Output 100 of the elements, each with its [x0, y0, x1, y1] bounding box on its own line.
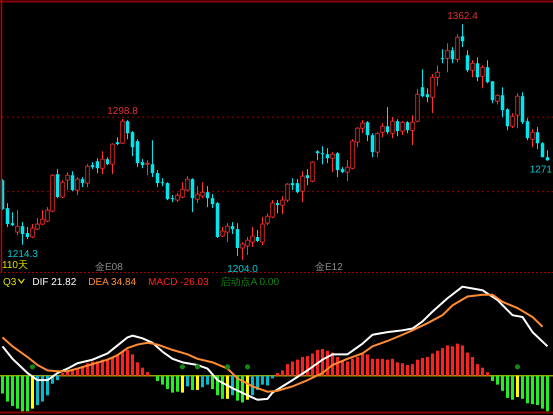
bar: [546, 376, 549, 412]
candlestick: [375, 132, 380, 158]
bar: [391, 358, 394, 376]
bar: [461, 345, 464, 376]
candlestick: [400, 120, 405, 136]
bar: [526, 376, 529, 404]
bar: [41, 376, 44, 402]
bar: [536, 376, 539, 406]
candlestick: [230, 222, 234, 235]
bar: [406, 365, 409, 376]
bar: [381, 358, 384, 376]
bar: [396, 362, 399, 376]
bar: [516, 376, 519, 398]
bar: [206, 376, 209, 385]
bar: [131, 354, 134, 376]
candlestick: [396, 118, 400, 137]
bar: [61, 373, 64, 376]
candlestick: [450, 46, 454, 64]
candlestick: [320, 146, 324, 165]
bar: [436, 350, 439, 376]
candlestick: [80, 176, 84, 188]
text: MACD -26.03: [148, 277, 210, 288]
bar: [6, 376, 9, 402]
candlestick: [386, 106, 390, 135]
bar: [136, 362, 139, 376]
candlestick: [445, 42, 450, 73]
candlestick: [206, 186, 210, 208]
bar: [31, 376, 34, 409]
bar: [291, 361, 294, 376]
bar: [36, 376, 39, 406]
bar: [346, 361, 349, 376]
bar: [211, 376, 214, 390]
bar: [261, 376, 264, 385]
candlestick: [366, 120, 370, 142]
candlestick: [495, 94, 500, 105]
bar: [116, 354, 119, 376]
candlestick: [65, 172, 70, 191]
bar: [111, 357, 114, 376]
candlestick: [530, 128, 535, 148]
annotation: 1204.0: [227, 264, 258, 276]
candlestick: [326, 148, 330, 164]
candlestick: [510, 112, 515, 129]
bar: [451, 346, 454, 376]
bar: [271, 376, 274, 378]
candlestick: [480, 64, 485, 89]
bar: [426, 357, 429, 376]
bar: [266, 376, 269, 386]
annotation: 1298.8: [107, 106, 138, 117]
candlestick: [70, 170, 74, 192]
bar: [276, 373, 279, 376]
bar: [341, 361, 344, 376]
candlestick: [380, 122, 385, 138]
bar: [286, 364, 289, 376]
bar: [186, 376, 189, 386]
bar: [476, 364, 479, 376]
candlestick: [440, 48, 444, 64]
candlestick: [300, 170, 305, 203]
candlestick: [190, 178, 194, 213]
bar: [351, 358, 354, 376]
candlestick: [15, 210, 20, 236]
candlestick: [260, 216, 265, 246]
bar: [421, 358, 424, 376]
bar: [366, 354, 369, 376]
bar: [501, 376, 504, 391]
bar: [106, 360, 109, 376]
bar: [221, 376, 224, 399]
bar: [201, 376, 204, 388]
bar: [146, 372, 149, 376]
bar: [471, 357, 474, 376]
bar: [446, 345, 449, 376]
bar: [401, 363, 404, 376]
bar: [126, 350, 129, 376]
annotation: 110天: [2, 260, 28, 271]
bar: [416, 360, 419, 376]
bar: [521, 376, 524, 399]
bar: [176, 376, 179, 392]
candlestick: [460, 24, 464, 48]
annotation: 1362.4: [447, 11, 478, 22]
candlestick: [470, 60, 475, 78]
candlestick: [536, 126, 540, 150]
bar: [376, 358, 379, 376]
bar: [441, 348, 444, 376]
candlestick: [100, 150, 105, 175]
bar: [491, 376, 494, 382]
candlestick: [466, 50, 470, 73]
candlestick: [56, 168, 60, 199]
candlestick: [236, 222, 240, 257]
candlestick: [370, 132, 374, 158]
candlestick: [85, 164, 90, 188]
bar: [506, 376, 509, 398]
candlestick: [406, 120, 410, 134]
candlestick: [110, 142, 115, 175]
bar: [26, 376, 29, 412]
annotation: 金E12: [315, 261, 344, 273]
candlestick: [540, 142, 544, 158]
bar: [486, 372, 489, 376]
bar: [196, 376, 199, 390]
annotation: Q3: [3, 277, 17, 288]
bar: [386, 360, 389, 376]
candlestick: [306, 168, 310, 186]
